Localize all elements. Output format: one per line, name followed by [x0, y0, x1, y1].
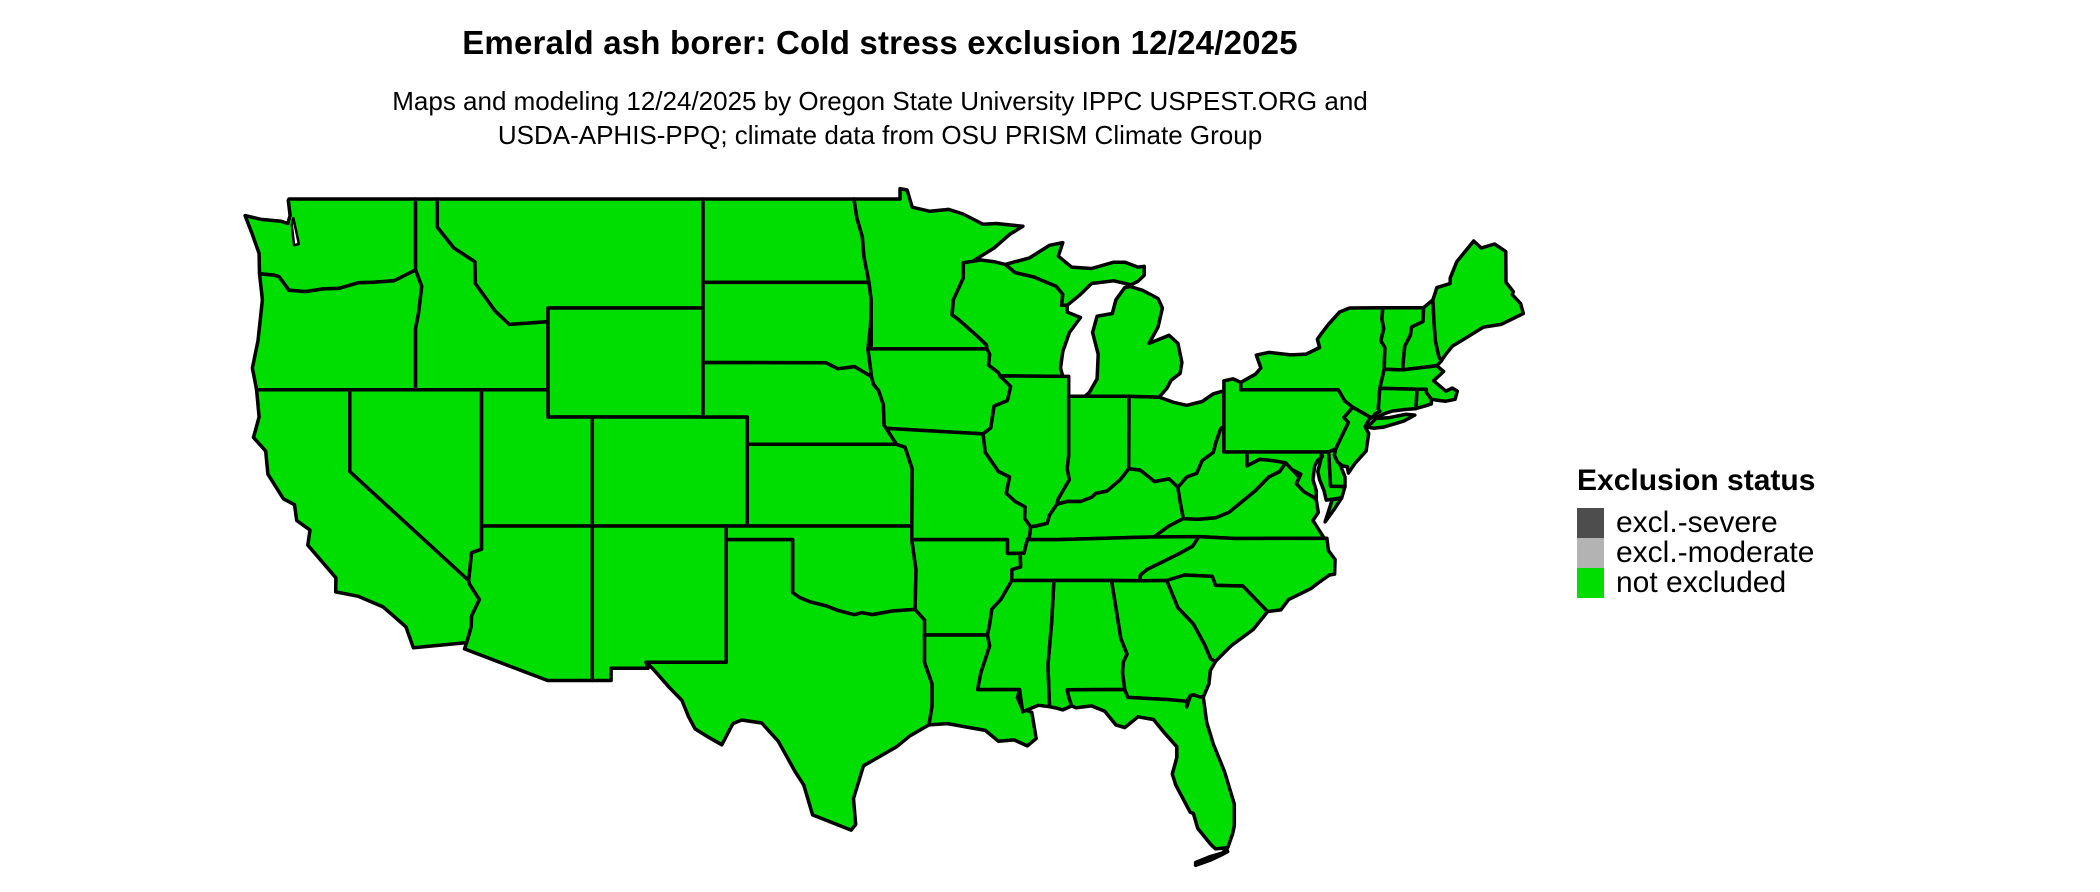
- state-me: [1431, 239, 1526, 363]
- legend-title: Exclusion status: [1577, 464, 1816, 497]
- state-fl: [1065, 687, 1237, 868]
- legend: Exclusion status excl.-severe excl.-mode…: [1577, 464, 1816, 599]
- legend-swatch-not-excluded: [1577, 568, 1604, 598]
- legend-label-excl-severe: excl.-severe: [1616, 506, 1778, 539]
- legend-item-excl-moderate: excl.-moderate: [1577, 536, 1815, 569]
- state-ct: [1372, 386, 1419, 420]
- state-tx: [644, 537, 934, 832]
- legend-item-excl-severe: excl.-severe: [1577, 506, 1815, 539]
- state-nd: [701, 197, 871, 285]
- legend-label-excl-moderate: excl.-moderate: [1616, 536, 1815, 569]
- state-az: [462, 524, 595, 683]
- state-nm: [590, 524, 728, 683]
- page-subtitle: Maps and modeling 12/24/2025 by Oregon S…: [0, 84, 1760, 152]
- subtitle-line-2: USDA-APHIS-PPQ; climate data from OSU PR…: [497, 120, 1263, 150]
- state-wy: [546, 306, 705, 419]
- state-ks: [745, 442, 914, 528]
- state-mi: [1003, 240, 1184, 399]
- puget-sound-water: [290, 216, 301, 247]
- page-title: Emerald ash borer: Cold stress exclusion…: [462, 24, 1298, 61]
- legend-swatch-excl-severe: [1577, 508, 1604, 538]
- legend-swatch-excl-moderate: [1577, 538, 1604, 568]
- state-or: [250, 268, 424, 392]
- state-co: [590, 415, 750, 528]
- legend-label-not-excluded: not excluded: [1616, 566, 1787, 599]
- state-ms: [975, 578, 1056, 714]
- state-wi: [950, 258, 1083, 379]
- legend-item-not-excluded: not excluded: [1577, 566, 1815, 599]
- subtitle-line-1: Maps and modeling 12/24/2025 by Oregon S…: [392, 86, 1368, 116]
